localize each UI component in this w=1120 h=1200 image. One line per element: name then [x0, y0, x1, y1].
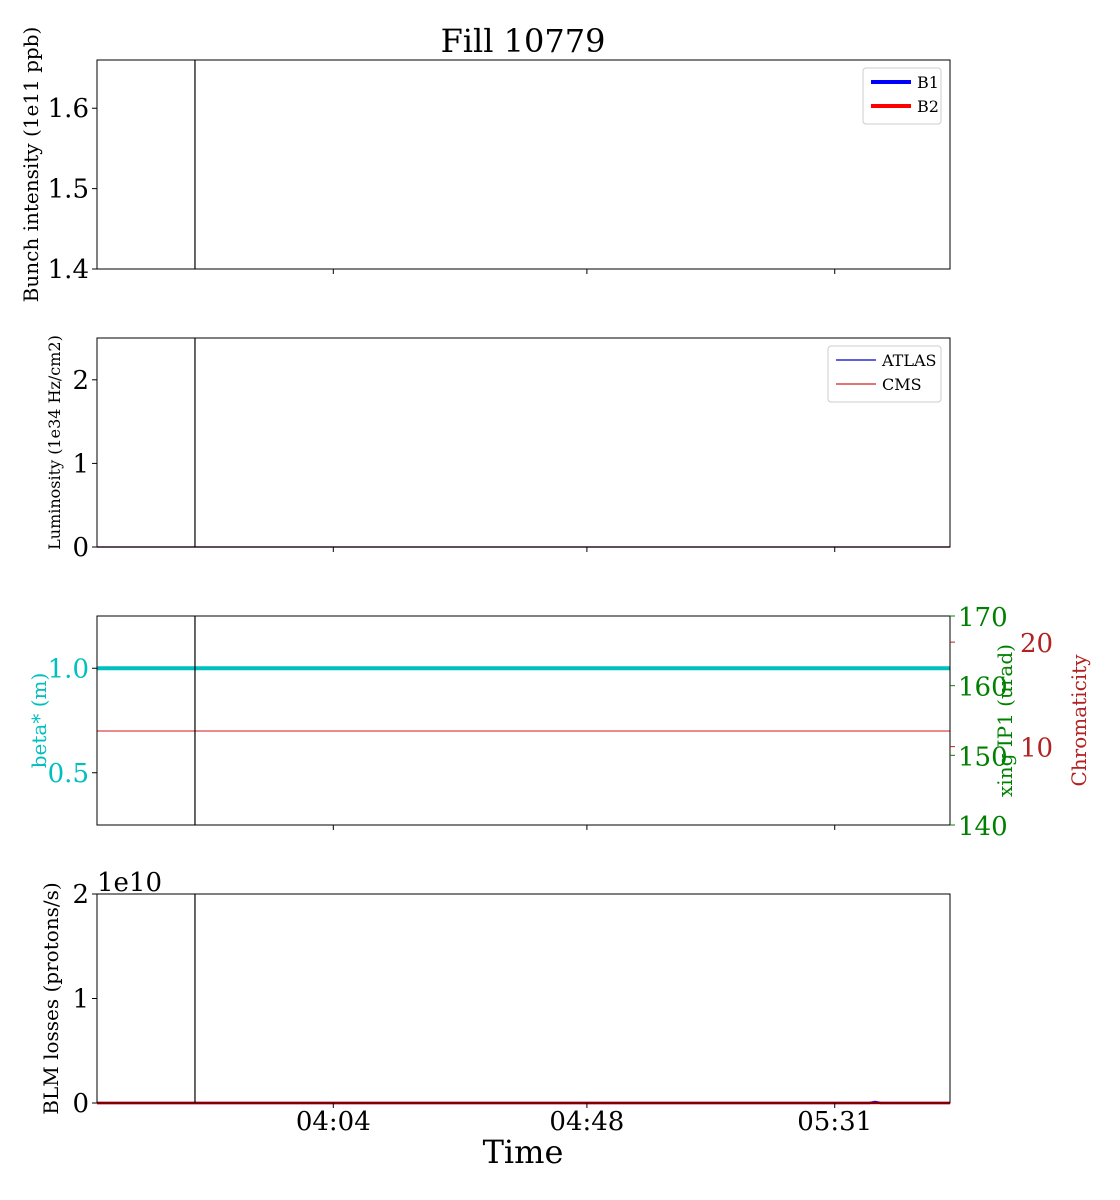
x-tick-label: 05:31	[797, 1107, 872, 1137]
legend-entry: B1	[917, 73, 939, 92]
panel-2: 0 1 2 Luminosity (1e34 Hz/cm2) ATLAS CMS	[45, 335, 951, 563]
plot-frame	[96, 893, 951, 1104]
x-tick-label: 04:04	[296, 1107, 371, 1137]
plot-frame	[96, 615, 951, 826]
y-axis-label: beta* (m)	[27, 673, 51, 769]
chart-title: Fill 10779	[441, 22, 606, 60]
xing-tick-label: 160	[958, 673, 1008, 703]
xing-axis-label: xing IP1 (urad)	[993, 644, 1017, 797]
y-tick-label: 1.6	[48, 94, 89, 124]
chromaticity-tick-label: 20	[1020, 629, 1053, 659]
y-axis-label: Luminosity (1e34 Hz/cm2)	[45, 335, 64, 550]
y-tick-label: 0	[72, 533, 89, 563]
legend-entry: CMS	[882, 375, 922, 394]
legend: ATLAS CMS	[827, 345, 942, 403]
y-tick-label: 1	[72, 449, 89, 479]
y-axis-label: BLM losses (protons/s)	[39, 882, 63, 1114]
y-tick-label: 1.0	[48, 654, 89, 684]
plot-frame	[96, 337, 951, 548]
xing-tick-label: 140	[958, 812, 1008, 842]
y-tick-label: 0	[72, 1089, 89, 1119]
xing-tick-label: 170	[958, 603, 1008, 633]
x-axis-label: Time	[483, 1133, 564, 1171]
legend-entry: B2	[917, 97, 939, 116]
xing-tick-label: 150	[958, 742, 1008, 772]
y-tick-label: 2	[72, 880, 89, 910]
panel-4: 0 1 2 BLM losses (protons/s) 1e10 04:04 04:48 0…	[39, 868, 951, 1137]
y-tick-label: 1.4	[48, 255, 89, 285]
x-tick-label: 04:48	[549, 1107, 624, 1137]
y-tick-label: 2	[72, 366, 89, 396]
y-axis-label: Bunch intensity (1e11 ppb)	[19, 27, 43, 303]
chromaticity-axis-label: Chromaticity	[1067, 654, 1091, 787]
y-offset-label: 1e10	[97, 868, 162, 898]
y-tick-label: 1	[72, 985, 89, 1015]
legend-entry: ATLAS	[881, 351, 937, 370]
chromaticity-tick-label: 10	[1020, 734, 1053, 764]
y-tick-label: 0.5	[48, 759, 89, 789]
y-tick-label: 1.5	[48, 175, 89, 205]
plot-frame	[96, 59, 951, 270]
